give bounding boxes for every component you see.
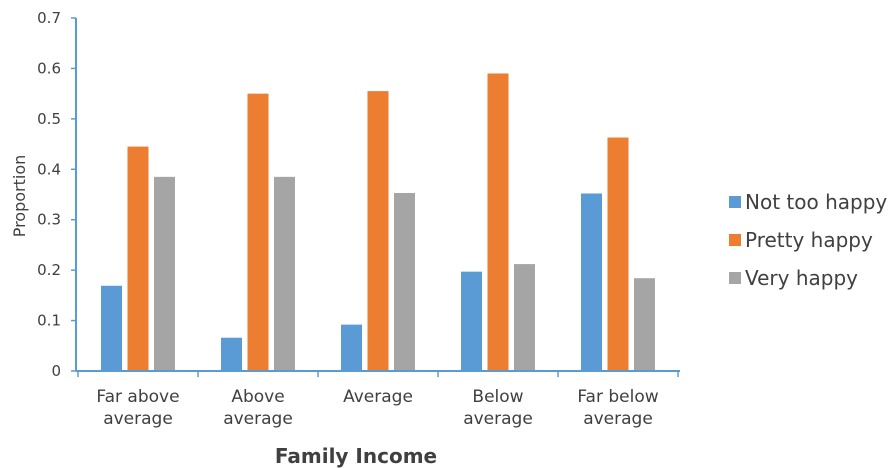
bar [461, 271, 482, 371]
bar [274, 176, 295, 371]
bar [607, 137, 629, 371]
y-tick-label: 0 [51, 362, 61, 380]
bar-series [101, 73, 655, 372]
bar [367, 91, 389, 371]
x-axis-title: Family Income [275, 444, 437, 468]
bar [127, 146, 149, 371]
x-category-label: average [103, 409, 173, 429]
x-category-label: Above [231, 387, 284, 407]
y-tick-label: 0.3 [37, 211, 61, 229]
legend-label: Not too happy [745, 190, 887, 214]
x-axis-ticks [77, 371, 679, 377]
x-category-label: average [223, 409, 293, 429]
legend-swatch [729, 196, 741, 208]
y-tick-label: 0.7 [37, 9, 61, 27]
x-category-label: average [463, 409, 533, 429]
x-category-label: Average [343, 387, 413, 407]
x-category-label: Far above [96, 387, 179, 407]
bar [221, 337, 242, 371]
y-axis-title: Proportion [10, 155, 29, 238]
legend-swatch [729, 234, 741, 246]
x-category-label: average [583, 409, 653, 429]
legend-swatch [729, 272, 741, 284]
x-category-label: Below [472, 387, 523, 407]
bar [581, 193, 602, 371]
bar [634, 278, 655, 371]
x-category-label: Far below [577, 387, 658, 407]
y-tick-label: 0.4 [37, 160, 61, 178]
bar [514, 264, 535, 371]
legend-label: Very happy [745, 266, 858, 290]
bar [101, 285, 122, 371]
y-tick-label: 0.1 [37, 312, 61, 330]
legend-label: Pretty happy [745, 228, 873, 252]
bar [341, 324, 362, 371]
bar [487, 73, 509, 371]
legend: Not too happy Pretty happy Very happy [729, 190, 887, 290]
bar [394, 192, 415, 371]
bar [247, 93, 269, 372]
y-tick-label: 0.5 [37, 110, 61, 128]
y-tick-label: 0.2 [37, 261, 61, 279]
y-tick-label: 0.6 [37, 59, 61, 77]
y-axis-ticks: 0 0.1 0.2 0.3 0.4 0.5 0.6 0.7 [37, 9, 76, 380]
bar [154, 176, 175, 371]
